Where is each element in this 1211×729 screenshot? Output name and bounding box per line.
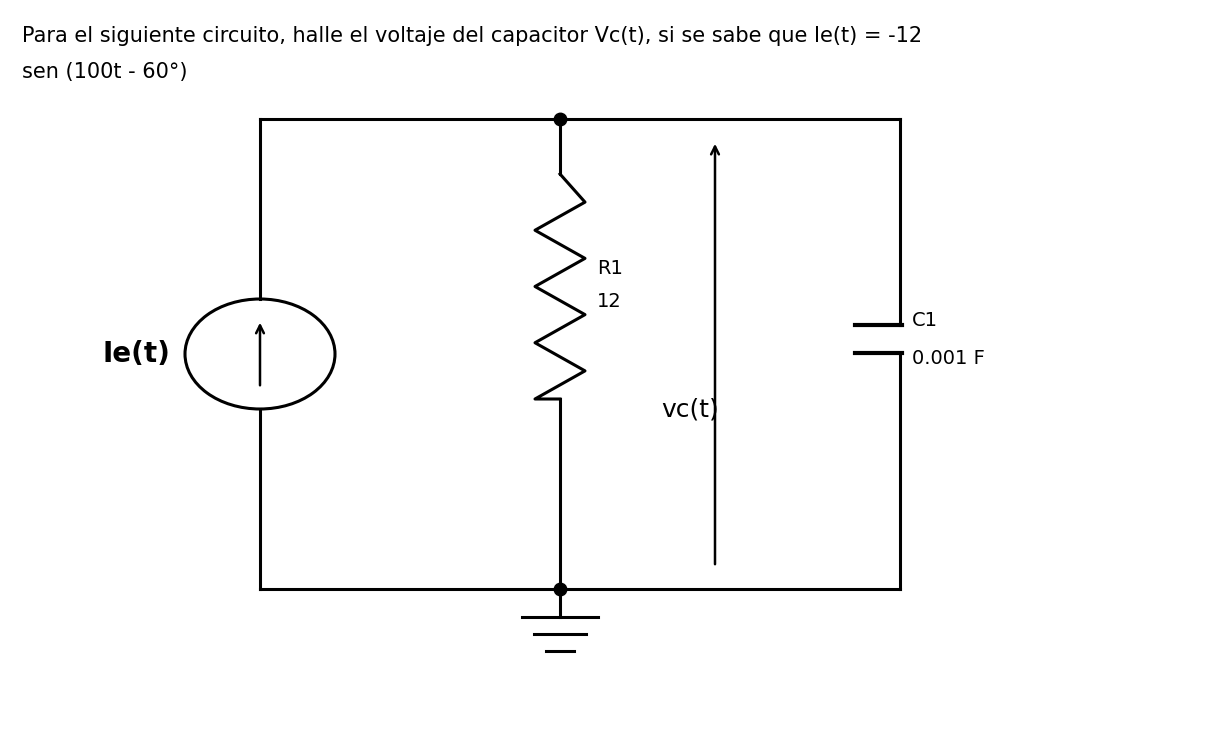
Text: R1: R1 (597, 259, 622, 278)
Text: C1: C1 (912, 311, 939, 330)
Text: 12: 12 (597, 292, 621, 311)
Text: sen (100t - 60°): sen (100t - 60°) (22, 62, 188, 82)
Text: Para el siguiente circuito, halle el voltaje del capacitor Vc(t), si se sabe que: Para el siguiente circuito, halle el vol… (22, 26, 922, 45)
Text: 0.001 F: 0.001 F (912, 349, 985, 368)
Text: vc(t): vc(t) (661, 397, 719, 421)
Text: Ie(t): Ie(t) (102, 340, 170, 368)
